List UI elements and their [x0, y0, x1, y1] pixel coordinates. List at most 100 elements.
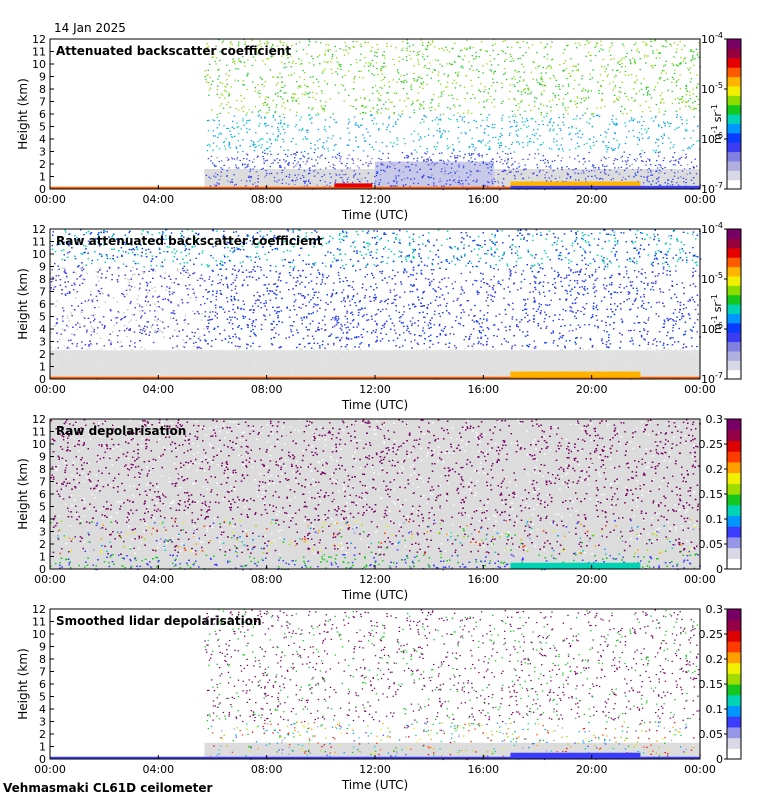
data-pixel [421, 157, 422, 158]
data-pixel [458, 72, 459, 73]
data-pixel [452, 83, 453, 84]
data-pixel [685, 101, 686, 102]
data-pixel [643, 182, 644, 183]
data-pixel [382, 66, 383, 67]
data-pixel [222, 95, 223, 96]
data-pixel [290, 109, 291, 110]
data-pixel [605, 131, 606, 132]
data-pixel [429, 177, 430, 178]
data-pixel [399, 162, 400, 163]
data-pixel [443, 50, 444, 51]
data-pixel [476, 121, 477, 122]
data-pixel [669, 126, 670, 127]
y-tick-label: 9 [39, 71, 46, 84]
data-pixel [492, 183, 493, 184]
data-pixel [462, 67, 463, 68]
data-pixel [406, 74, 407, 75]
data-pixel [313, 171, 314, 172]
data-pixel [519, 80, 520, 81]
data-pixel [527, 120, 528, 121]
data-pixel [593, 145, 594, 146]
data-pixel [620, 72, 621, 73]
colorbar-tick-label: 10-5 [701, 81, 723, 96]
data-pixel [411, 153, 412, 154]
data-pixel [559, 128, 560, 129]
data-pixel [468, 61, 469, 62]
data-pixel [393, 79, 394, 80]
data-pixel [619, 173, 620, 174]
data-pixel [208, 70, 209, 71]
data-pixel [281, 62, 282, 63]
data-pixel [344, 42, 345, 43]
data-pixel [284, 63, 285, 64]
data-pixel [238, 68, 239, 69]
data-pixel [630, 110, 631, 111]
data-pixel [639, 52, 640, 53]
data-pixel [548, 166, 549, 167]
data-pixel [219, 183, 220, 184]
data-pixel [606, 147, 607, 148]
data-pixel [435, 149, 436, 150]
data-pixel [209, 177, 210, 178]
data-pixel [330, 61, 331, 62]
data-pixel [584, 161, 585, 162]
data-pixel [686, 94, 687, 95]
data-pixel [388, 81, 389, 82]
data-pixel [437, 163, 438, 164]
data-pixel [277, 162, 278, 163]
data-pixel [457, 138, 458, 139]
data-pixel [333, 149, 334, 150]
data-pixel [629, 121, 630, 122]
data-pixel [307, 138, 308, 139]
data-pixel [256, 146, 257, 147]
data-pixel [251, 140, 252, 141]
data-pixel [434, 185, 435, 186]
data-pixel [314, 175, 315, 176]
data-pixel [453, 150, 454, 151]
data-pixel [636, 75, 637, 76]
data-pixel [380, 174, 381, 175]
data-pixel [506, 59, 507, 60]
data-pixel [643, 121, 644, 122]
data-pixel [294, 160, 295, 161]
data-pixel [476, 127, 477, 128]
data-pixel [275, 106, 276, 107]
data-pixel [447, 82, 448, 83]
data-pixel [537, 149, 538, 150]
data-pixel [223, 125, 224, 126]
data-pixel [685, 106, 686, 107]
data-pixel [435, 59, 436, 60]
data-pixel [221, 171, 222, 172]
data-pixel [334, 165, 335, 166]
data-pixel [496, 161, 497, 162]
data-pixel [246, 89, 247, 90]
data-pixel [633, 136, 634, 137]
data-pixel [389, 131, 390, 132]
data-pixel [612, 115, 613, 116]
data-pixel [373, 149, 374, 150]
data-pixel [665, 40, 666, 41]
data-pixel [382, 123, 383, 124]
data-pixel [522, 142, 523, 143]
data-pixel [572, 127, 573, 128]
data-pixel [542, 85, 543, 86]
data-pixel [674, 172, 675, 173]
data-pixel [418, 92, 419, 93]
data-pixel [218, 134, 219, 135]
data-pixel [628, 99, 629, 100]
data-pixel [359, 77, 360, 78]
data-pixel [642, 41, 643, 42]
data-pixel [694, 101, 695, 102]
data-pixel [230, 107, 231, 108]
data-pixel [255, 106, 256, 107]
data-pixel [337, 61, 338, 62]
data-pixel [437, 124, 438, 125]
data-pixel [614, 148, 615, 149]
data-pixel [319, 63, 320, 64]
data-pixel [629, 165, 630, 166]
data-pixel [376, 171, 377, 172]
data-pixel [236, 184, 237, 185]
data-pixel [593, 116, 594, 117]
data-pixel [353, 88, 354, 89]
data-pixel [690, 98, 691, 99]
